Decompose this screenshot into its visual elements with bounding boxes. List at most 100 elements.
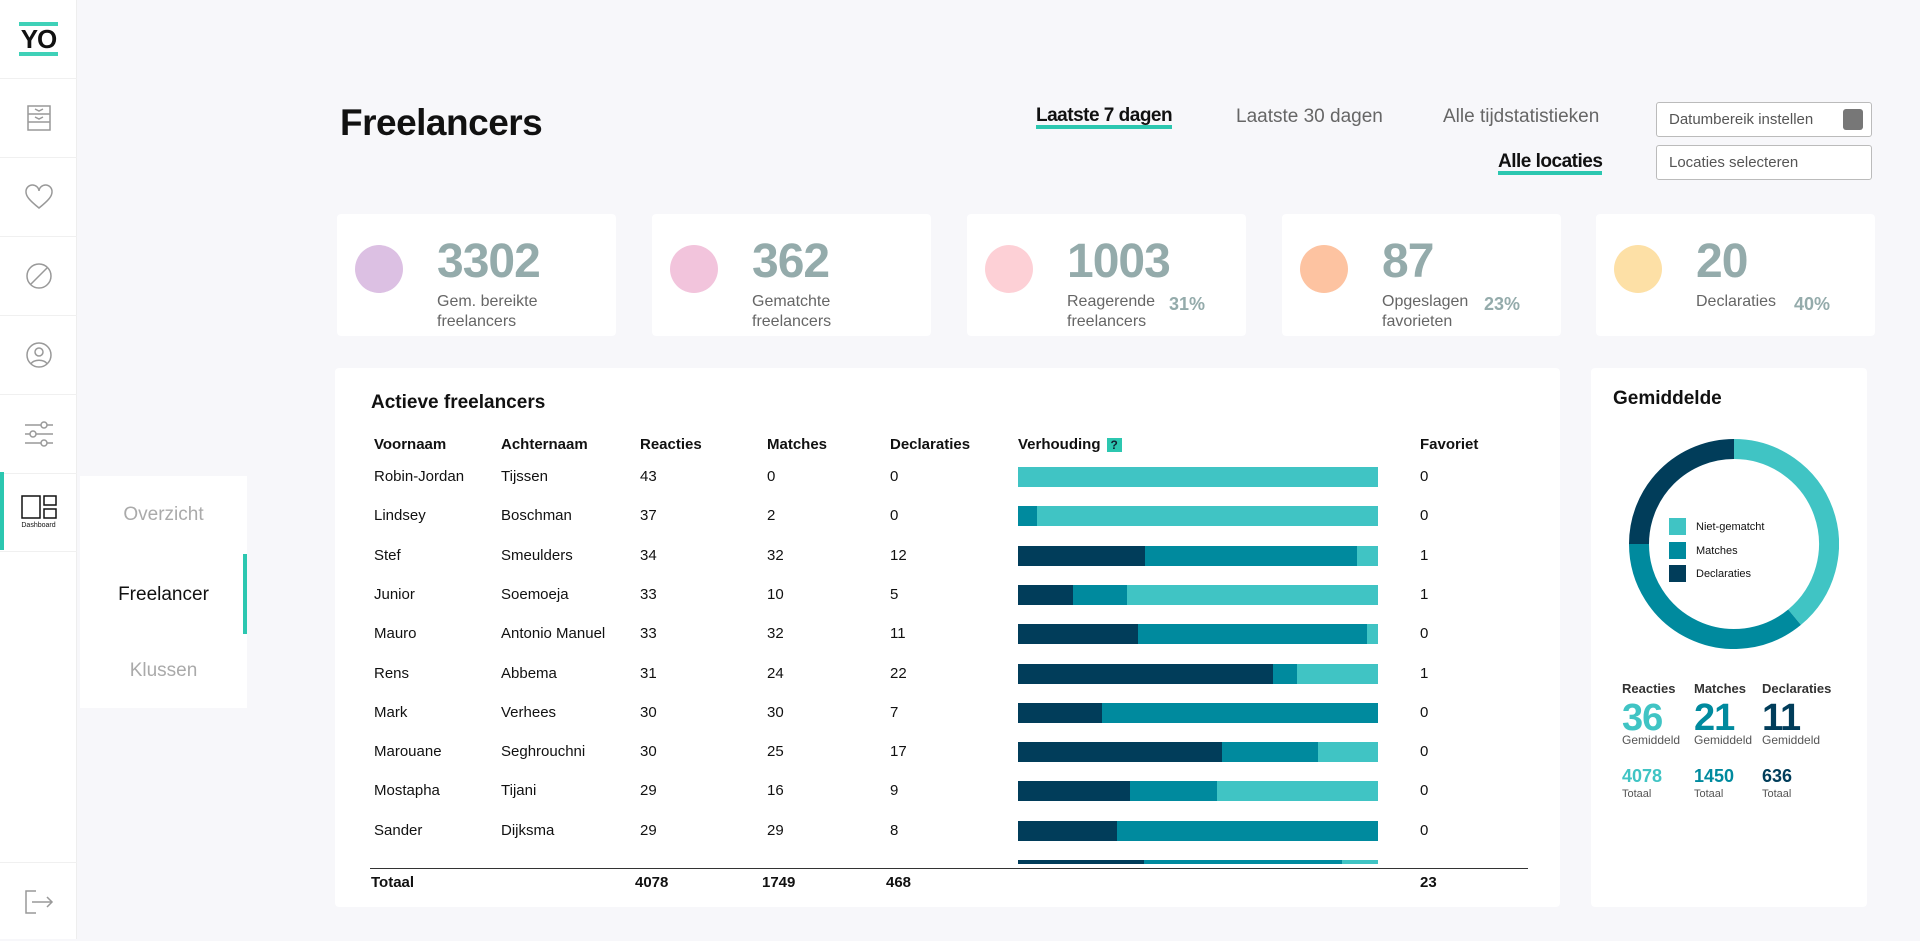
- filter-last-7-days[interactable]: Laatste 7 dagen: [1036, 106, 1173, 129]
- locations-select[interactable]: Locaties selecteren: [1656, 145, 1872, 180]
- stat-label: Declaraties: [1696, 293, 1777, 310]
- stat-value: 362: [752, 235, 830, 288]
- donut-segment-declaraties: [1629, 439, 1735, 545]
- legend-matches: Matches: [1669, 542, 1738, 559]
- sidebar-item-favorites[interactable]: [0, 158, 77, 237]
- cell-favoriet: 0: [1420, 507, 1429, 525]
- ratio-bar: [1018, 584, 1378, 605]
- cell-declaraties: 9: [890, 782, 899, 800]
- average-card: Gemiddelde Niet-gematcht Matches Declara…: [1591, 368, 1867, 907]
- cell-favoriet: 0: [1420, 703, 1429, 721]
- avg-stat-caption: Gemiddeld: [1762, 733, 1821, 747]
- sidebar-item-archive[interactable]: [0, 79, 77, 158]
- avg-stat-total: 636: [1762, 766, 1793, 786]
- cell-voornaam: Rens: [374, 664, 410, 682]
- filter-all-locations[interactable]: Alle locaties: [1498, 152, 1603, 175]
- avg-stat-caption: Gemiddeld: [1694, 733, 1753, 747]
- bar-declaraties: [1018, 545, 1146, 566]
- table-row[interactable]: Sander Dijksma 29 29 8 0: [335, 816, 1560, 846]
- logo[interactable]: YO: [0, 0, 77, 79]
- stat-percentage: 23%: [1484, 294, 1521, 314]
- stat-dot: [670, 245, 718, 293]
- total-favoriet: 23: [1420, 874, 1437, 891]
- cell-reacties: 33: [640, 625, 657, 643]
- bar-declaraties: [1018, 820, 1118, 841]
- sidebar-item-profile[interactable]: [0, 316, 77, 395]
- sidebar-item-blocked[interactable]: [0, 237, 77, 316]
- bar-declaraties: [1018, 742, 1222, 763]
- submenu-klussen[interactable]: Klussen: [129, 660, 198, 681]
- total-declaraties: 468: [886, 874, 912, 891]
- cell-achternaam: Tijssen: [501, 468, 548, 485]
- cell-reacties: 30: [640, 703, 657, 721]
- table-row[interactable]: Mostapha Tijani 29 16 9 0: [335, 776, 1560, 806]
- stat-card: 87 Opgeslagen favorieten 23%: [1282, 214, 1561, 336]
- user-circle-icon: [25, 342, 52, 368]
- cell-favoriet: 0: [1420, 625, 1429, 643]
- stat-dot: [1614, 245, 1662, 293]
- table-row[interactable]: Junior Soemoeja 33 10 5 1: [335, 580, 1560, 610]
- ratio-bar: [1018, 663, 1378, 684]
- avg-stat-total: 4078: [1622, 766, 1663, 786]
- table-row[interactable]: Robin-Jordan Tijssen 43 0 0 0: [335, 462, 1560, 492]
- cell-voornaam: Junior: [374, 585, 415, 603]
- table-row[interactable]: Rens Abbema 31 24 22 1: [335, 659, 1560, 689]
- sidebar-item-settings[interactable]: [0, 395, 77, 474]
- cell-voornaam: Mostapha: [374, 782, 440, 800]
- table-row[interactable]: Lindsey Boschman 37 2 0 0: [335, 501, 1560, 531]
- cell-matches: 25: [767, 743, 784, 761]
- cell-favoriet: 1: [1420, 664, 1429, 682]
- help-icon[interactable]: ?: [1106, 438, 1122, 452]
- partial-row-bar: [1018, 860, 1378, 864]
- stat-label: Opgeslagen favorieten: [1382, 293, 1469, 330]
- logout-button[interactable]: [0, 862, 77, 941]
- cell-reacties: 31: [640, 664, 657, 682]
- calendar-icon[interactable]: [1843, 109, 1863, 130]
- logout-icon: [24, 890, 53, 914]
- dashboard-submenu: Overzicht Freelancer Klussen: [80, 476, 247, 708]
- cell-favoriet: 0: [1420, 821, 1429, 839]
- cell-matches: 10: [767, 585, 784, 603]
- cell-achternaam: Seghrouchni: [501, 743, 586, 761]
- table-row[interactable]: Stef Smeulders 34 32 12 1: [335, 541, 1560, 571]
- stat-label: Reagerende freelancers: [1067, 293, 1156, 330]
- cell-declaraties: 17: [890, 743, 907, 761]
- ratio-bar: [1018, 702, 1378, 723]
- ratio-bar: [1018, 545, 1378, 566]
- donut-chart: [1629, 439, 1839, 649]
- cell-matches: 16: [767, 782, 784, 800]
- submenu-freelancer[interactable]: Freelancer: [118, 584, 209, 605]
- table-row[interactable]: Mauro Antonio Manuel 33 32 11 0: [335, 619, 1560, 649]
- table-row[interactable]: Mark Verhees 30 30 7 0: [335, 698, 1560, 728]
- sidebar-item-dashboard[interactable]: Dashboard: [0, 473, 77, 552]
- cell-achternaam: Tijani: [501, 782, 537, 800]
- bar-declaraties: [1018, 584, 1073, 605]
- bar-declaraties: [1018, 624, 1138, 645]
- bar-matches: [1018, 506, 1038, 527]
- dashboard-icon: [20, 495, 57, 519]
- col-matches: Matches: [767, 436, 828, 453]
- ratio-bar: [1018, 820, 1378, 841]
- cell-reacties: 43: [640, 468, 657, 485]
- total-matches: 1749: [762, 874, 796, 891]
- avg-stat-value: 36: [1622, 697, 1663, 739]
- stat-dot: [1300, 245, 1348, 293]
- ratio-bar: [1018, 506, 1378, 527]
- stat-percentage: 40%: [1794, 294, 1831, 314]
- bar-declaraties: [1018, 663, 1274, 684]
- total-divider: [370, 868, 1528, 869]
- filter-all-time[interactable]: Alle tijdstatistieken: [1443, 106, 1600, 127]
- ratio-bar: [1018, 742, 1378, 763]
- ratio-bar: [1018, 624, 1378, 645]
- avg-stat-total: 1450: [1694, 766, 1735, 786]
- cell-favoriet: 0: [1420, 782, 1429, 800]
- avg-stat-label: Declaraties: [1762, 681, 1832, 696]
- cell-voornaam: Sander: [374, 821, 423, 839]
- table-row[interactable]: Marouane Seghrouchni 30 25 17 0: [335, 737, 1560, 767]
- cell-achternaam: Boschman: [501, 507, 572, 525]
- filter-last-30-days[interactable]: Laatste 30 dagen: [1236, 106, 1383, 127]
- date-range-input[interactable]: Datumbereik instellen: [1656, 102, 1872, 137]
- submenu-overzicht[interactable]: Overzicht: [123, 504, 204, 525]
- cell-reacties: 30: [640, 743, 657, 761]
- cell-voornaam: Marouane: [374, 743, 442, 761]
